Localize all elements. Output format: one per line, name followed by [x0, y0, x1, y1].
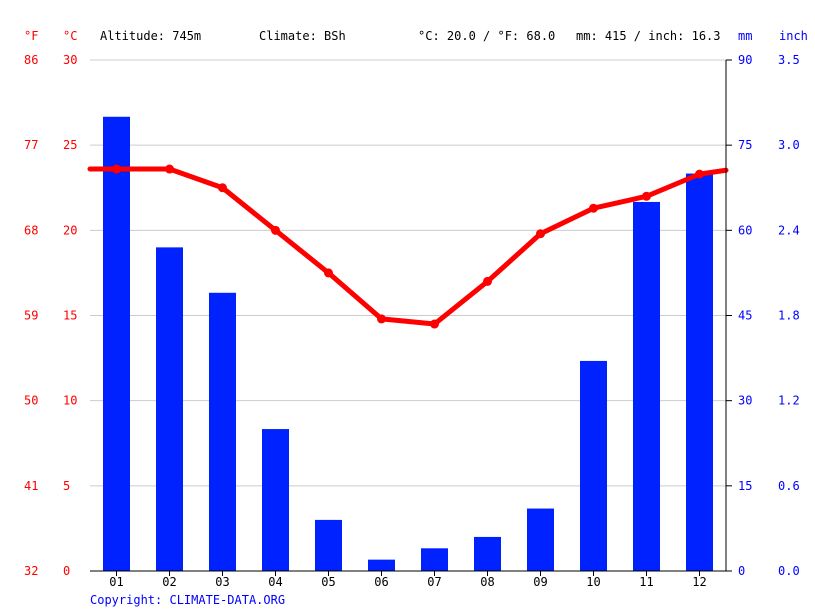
temperature-point — [112, 164, 121, 174]
month-tick-label: 10 — [586, 575, 600, 589]
temperature-point — [218, 183, 227, 193]
mm-tick-label: 60 — [738, 223, 752, 237]
month-tick-label: 05 — [321, 575, 335, 589]
axis-tick-labels: 32 0 0 0.0 41 5 15 0.6 50 10 30 1.2 59 15 45 1.8 68 20 60 2… — [24, 53, 800, 589]
temperature-point — [271, 225, 280, 235]
fahrenheit-tick-label: 86 — [24, 53, 38, 67]
inch-tick-label: 1.2 — [778, 394, 800, 408]
temperature-point — [642, 191, 651, 201]
celsius-tick-label: 5 — [63, 479, 70, 493]
inch-tick-label: 0.0 — [778, 564, 800, 578]
axes — [90, 59, 732, 576]
inch-tick-label: 0.6 — [778, 479, 800, 493]
month-tick-label: 04 — [268, 575, 282, 589]
temperature-point — [324, 268, 333, 278]
climate-label: Climate: BSh — [259, 29, 346, 43]
inch-tick-label: 3.0 — [778, 138, 800, 152]
precipitation-bar — [527, 508, 554, 571]
mm-unit-label: mm — [738, 29, 752, 43]
precipitation-bar — [156, 247, 183, 571]
precipitation-bar — [421, 548, 448, 571]
temperature-series-line — [87, 166, 729, 327]
precipitation-bar — [103, 116, 130, 572]
month-tick-label: 11 — [639, 575, 653, 589]
temperature-summary: °C: 20.0 / °F: 68.0 — [418, 29, 555, 43]
grid-lines — [90, 59, 726, 487]
fahrenheit-tick-label: 77 — [24, 138, 38, 152]
precipitation-bar — [315, 519, 342, 571]
inch-tick-label: 3.5 — [778, 53, 800, 67]
fahrenheit-tick-label: 32 — [24, 564, 38, 578]
temperature-point — [483, 276, 492, 286]
precipitation-bar — [633, 201, 660, 571]
mm-tick-label: 30 — [738, 394, 752, 408]
mm-tick-label: 75 — [738, 138, 752, 152]
precipitation-bar — [686, 173, 713, 572]
temperature-line — [87, 164, 729, 329]
precipitation-bars — [103, 116, 713, 572]
celsius-tick-label: 10 — [63, 394, 77, 408]
month-tick-label: 07 — [427, 575, 441, 589]
celsius-unit-label: °C — [63, 29, 77, 43]
month-tick-label: 03 — [215, 575, 229, 589]
precipitation-bar — [368, 559, 395, 571]
month-tick-label: 01 — [109, 575, 123, 589]
temperature-point — [536, 229, 545, 239]
mm-tick-label: 45 — [738, 309, 752, 323]
fahrenheit-tick-label: 59 — [24, 309, 38, 323]
month-tick-label: 02 — [162, 575, 176, 589]
precipitation-bar — [262, 429, 289, 571]
temperature-point — [430, 319, 439, 329]
month-tick-label: 09 — [533, 575, 547, 589]
celsius-tick-label: 25 — [63, 138, 77, 152]
mm-tick-label: 90 — [738, 53, 752, 67]
mm-tick-label: 15 — [738, 479, 752, 493]
altitude-label: Altitude: 745m — [100, 29, 201, 43]
month-tick-label: 08 — [480, 575, 494, 589]
temperature-point — [589, 203, 598, 213]
celsius-tick-label: 15 — [63, 309, 77, 323]
celsius-tick-label: 0 — [63, 564, 70, 578]
month-tick-label: 12 — [692, 575, 706, 589]
precipitation-bar — [580, 360, 607, 571]
copyright-link[interactable]: Copyright: CLIMATE-DATA.ORG — [90, 593, 285, 607]
precipitation-summary: mm: 415 / inch: 16.3 — [576, 29, 721, 43]
temperature-point — [695, 169, 704, 179]
celsius-tick-label: 20 — [63, 223, 77, 237]
fahrenheit-unit-label: °F — [24, 29, 38, 43]
inch-tick-label: 1.8 — [778, 309, 800, 323]
fahrenheit-tick-label: 50 — [24, 394, 38, 408]
temperature-point — [165, 164, 174, 174]
month-tick-label: 06 — [374, 575, 388, 589]
celsius-tick-label: 30 — [63, 53, 77, 67]
fahrenheit-tick-label: 68 — [24, 223, 38, 237]
precipitation-bar — [474, 536, 501, 571]
temperature-point — [377, 314, 386, 324]
precipitation-bar — [209, 292, 236, 571]
inch-tick-label: 2.4 — [778, 223, 800, 237]
fahrenheit-tick-label: 41 — [24, 479, 38, 493]
inch-unit-label: inch — [779, 29, 808, 43]
mm-tick-label: 0 — [738, 564, 745, 578]
